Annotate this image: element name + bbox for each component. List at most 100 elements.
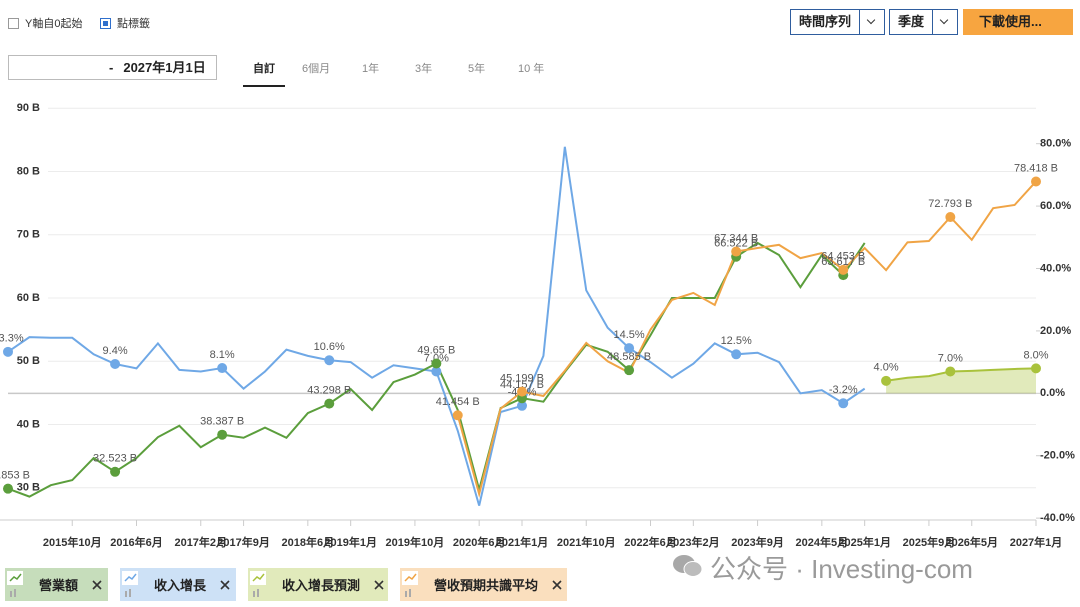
- data-label: 32.523 B: [93, 453, 137, 465]
- legend-label: 營收預期共識平均: [434, 578, 539, 593]
- point-marker: [3, 346, 13, 357]
- data-label: 13.3%: [0, 333, 24, 345]
- x-tick-label: 2020年6月: [453, 535, 506, 549]
- point-marker: [838, 264, 849, 275]
- x-tick-label: 2017年2月: [174, 535, 227, 549]
- range-tab[interactable]: 3年: [415, 63, 433, 75]
- legend-label: 收入增長預測: [282, 578, 361, 593]
- data-label: 10.6%: [314, 341, 345, 353]
- watermark-icon: [673, 555, 703, 577]
- data-label: 67.344 B: [714, 232, 758, 244]
- y-tick-label: 80 B: [17, 165, 40, 177]
- point-marker: [217, 363, 228, 374]
- y-tick-label: 50 B: [17, 355, 40, 367]
- remove-icon: [92, 579, 102, 590]
- checkbox-label: Y軸自0起始: [25, 18, 83, 30]
- data-label: 7.0%: [938, 352, 963, 364]
- forecast-area: [886, 368, 1036, 394]
- dropdown[interactable]: 季度: [889, 9, 959, 35]
- data-label: 63.617 B: [821, 256, 865, 268]
- x-tick-label: 2024年5月: [796, 535, 849, 549]
- chart: 30 B 40 B 50 B 60 B 70 B 80 B 90 B -40.0% -20.0%…: [0, 102, 1075, 549]
- x-tick-label: 2022年6月: [624, 535, 677, 549]
- point-marker: [1031, 176, 1041, 187]
- icon-bar: [405, 591, 407, 597]
- range-tab[interactable]: 6個月: [302, 63, 331, 75]
- legend-item[interactable]: 營收預期共識平均: [400, 568, 567, 601]
- legend-icon: [250, 571, 266, 597]
- checkbox-y-zero[interactable]: Y軸自0起始: [8, 15, 82, 31]
- data-label: -3.2%: [829, 384, 858, 396]
- icon-bar: [129, 589, 131, 597]
- data-label: 49.65 B: [417, 344, 455, 356]
- legend-item[interactable]: 收入增長: [120, 568, 236, 601]
- point-marker: [217, 429, 228, 440]
- checkbox-point-labels[interactable]: 點標籤: [100, 15, 150, 31]
- data-label: 8.0%: [1023, 349, 1048, 361]
- point-marker: [110, 358, 121, 369]
- data-label: 48.585 B: [607, 351, 651, 363]
- range-tab[interactable]: 5年: [468, 63, 486, 75]
- point-marker: [1031, 363, 1041, 374]
- point-marker: [731, 246, 742, 257]
- download-label: 下載使用...: [979, 14, 1042, 29]
- y-tick-label: 70 B: [17, 229, 40, 241]
- watermark: 公众号 · Investing-com: [710, 554, 973, 584]
- y2-tick-label: 20.0%: [1040, 325, 1071, 337]
- legend-item[interactable]: 營業額: [5, 568, 108, 601]
- chevron: [932, 10, 957, 34]
- legend-label: 營業額: [39, 578, 79, 593]
- x-tick-label: 2026年5月: [945, 535, 998, 549]
- point-marker: [517, 400, 527, 411]
- y-tick-label: 40 B: [17, 418, 40, 430]
- checkbox[interactable]: [100, 17, 111, 29]
- point-marker: [945, 366, 956, 377]
- icon-bar: [10, 591, 12, 597]
- icon-bar: [125, 591, 127, 597]
- legend-remove[interactable]: [374, 579, 384, 590]
- legend-item[interactable]: 收入增長預測: [248, 568, 388, 601]
- legend-remove[interactable]: [552, 579, 562, 590]
- point-marker: [452, 410, 463, 421]
- date-end: 2027年1月1日: [123, 60, 206, 75]
- date-separator: -: [109, 60, 114, 75]
- data-label: 72.793 B: [928, 198, 972, 210]
- data-label: 45.199 B: [500, 373, 544, 385]
- data-label: 44.157 B: [500, 379, 544, 391]
- data-label: 64.453 B: [821, 251, 865, 263]
- checkbox-label: 點標籤: [117, 18, 150, 30]
- icon-line: [252, 573, 265, 582]
- x-tick-label: 2017年9月: [217, 535, 270, 549]
- range-tab[interactable]: 1年: [362, 63, 380, 75]
- x-tick-label: 2019年10月: [386, 535, 445, 549]
- legend-icon: [402, 571, 418, 597]
- dropdown-label: 季度: [898, 14, 925, 29]
- checkbox[interactable]: [8, 17, 19, 29]
- x-tick-label: 2019年1月: [324, 535, 377, 549]
- x-tick-label: 2015年10月: [43, 535, 102, 549]
- point-marker: [110, 466, 121, 477]
- date-input[interactable]: -2027年1月1日: [8, 55, 217, 80]
- download-button[interactable]: 下載使用...: [963, 9, 1073, 35]
- point-marker: [324, 398, 335, 409]
- legend-remove[interactable]: [220, 579, 230, 590]
- x-tick-label: 2025年9月: [903, 535, 956, 549]
- dropdown[interactable]: 時間序列: [790, 9, 886, 35]
- x-tick-label: 2021年10月: [557, 535, 616, 549]
- dropdown-label: 時間序列: [799, 14, 852, 29]
- data-label: 66.522 B: [714, 238, 758, 250]
- series-line: [456, 180, 1037, 499]
- range-tab[interactable]: 10 年: [518, 63, 545, 75]
- y2-tick-label: -40.0%: [1040, 512, 1075, 524]
- legend-remove[interactable]: [92, 579, 102, 590]
- data-label: 14.5%: [613, 329, 644, 341]
- range-tab[interactable]: 自訂: [243, 60, 285, 87]
- data-label: 43.298 B: [307, 385, 351, 397]
- point-marker: [838, 398, 849, 409]
- point-marker: [624, 343, 635, 354]
- data-label: 9.4%: [103, 345, 128, 357]
- icon-line: [124, 573, 137, 582]
- data-label: 7.0%: [424, 352, 449, 364]
- y2-tick-label: 0.0%: [1040, 387, 1065, 399]
- data-label: 41.454 B: [436, 396, 480, 408]
